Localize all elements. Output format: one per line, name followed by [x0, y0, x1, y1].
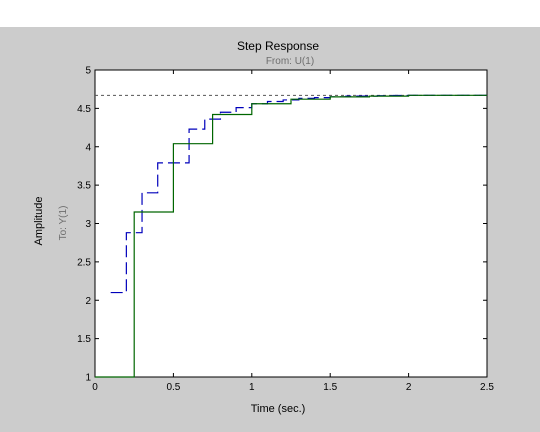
- chart-subtitle: From: U(1): [266, 56, 314, 67]
- x-axis-label: Time (sec.): [251, 403, 306, 415]
- y-tick-label: 4.5: [77, 104, 91, 115]
- y-tick-label: 5: [85, 66, 91, 77]
- y-tick-label: 1.5: [77, 334, 91, 345]
- y-tick-label: 3: [85, 219, 91, 230]
- x-tick-label: 2: [406, 382, 412, 393]
- y-tick-label: 3.5: [77, 181, 91, 192]
- axes-area: [94, 69, 488, 378]
- x-tick-label: 2.5: [480, 382, 494, 393]
- y-axis-label: Amplitude: [33, 197, 45, 246]
- y-tick-label: 2: [85, 296, 91, 307]
- discrete-step-series: [95, 94, 487, 378]
- axis-tick-labels: 0 0.5 1 1.5 2 2.5 1 1.5 2 2.5 3 3.5 4 4.5 5: [77, 66, 494, 394]
- x-tick-label: 0.5: [166, 382, 180, 393]
- axis-ticks: [94, 69, 488, 378]
- x-tick-label: 0: [92, 382, 98, 393]
- x-tick-label: 1: [249, 382, 255, 393]
- y-tick-label: 4: [85, 142, 91, 153]
- y-tick-label: 1: [85, 373, 91, 384]
- output-channel-label: To: Y(1): [58, 206, 69, 241]
- x-tick-label: 1.5: [323, 382, 337, 393]
- y-tick-label: 2.5: [77, 257, 91, 268]
- series-layer: [95, 94, 487, 378]
- chart-title: Step Response: [237, 39, 319, 53]
